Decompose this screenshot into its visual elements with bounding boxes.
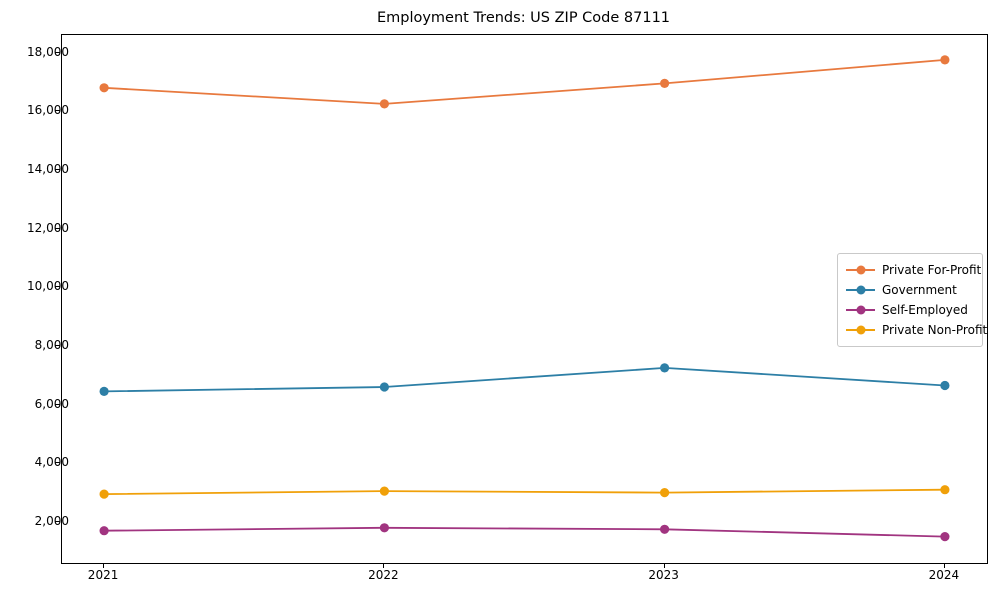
legend-line-marker-icon xyxy=(846,285,875,295)
x-tick-mark xyxy=(103,563,105,568)
series-marker-government xyxy=(379,382,389,392)
y-tick-mark xyxy=(55,286,60,288)
series-marker-private-for-profit xyxy=(940,55,950,65)
legend-item-self-employed: Self-Employed xyxy=(846,300,974,320)
series-marker-self-employed xyxy=(379,523,389,533)
chart-title: Employment Trends: US ZIP Code 87111 xyxy=(376,10,671,26)
series-line-government xyxy=(104,366,945,393)
x-tick-label: 2023 xyxy=(648,568,679,582)
series-line-self-employed xyxy=(104,526,945,538)
y-tick-mark xyxy=(55,520,60,522)
legend-line-marker-icon xyxy=(846,325,875,335)
y-tick-label: 6,000 xyxy=(34,396,69,411)
legend-item-label: Private Non-Profit xyxy=(882,323,988,337)
series-line-private-for-profit xyxy=(104,59,945,105)
series-line-private-non-profit xyxy=(104,488,945,495)
y-tick-label: 8,000 xyxy=(34,337,69,352)
y-tick-label: 10,000 xyxy=(27,279,69,294)
legend-line-marker-icon xyxy=(846,305,875,315)
legend-item-government: Government xyxy=(846,280,974,300)
y-tick-label: 14,000 xyxy=(27,161,69,176)
legend: Private For-Profit Government Self-Employe… xyxy=(837,253,987,347)
y-tick-label: 18,000 xyxy=(27,44,69,59)
x-tick-mark xyxy=(383,563,385,568)
series-marker-private-non-profit xyxy=(940,485,950,495)
y-tick-mark xyxy=(55,462,60,464)
y-tick-mark xyxy=(55,403,60,405)
series-marker-private-non-profit xyxy=(379,486,389,496)
legend-item-label: Private For-Profit xyxy=(882,263,982,277)
y-tick-mark xyxy=(55,110,60,112)
series-marker-government xyxy=(940,380,950,391)
x-tick-label: 2021 xyxy=(87,568,119,582)
legend-item-private-for-profit: Private For-Profit xyxy=(846,260,981,280)
y-tick-label: 4,000 xyxy=(34,455,69,470)
series-marker-private-for-profit xyxy=(379,99,389,109)
y-tick-mark xyxy=(55,51,60,53)
series-marker-private-for-profit xyxy=(660,78,670,88)
series-marker-private-for-profit xyxy=(99,83,109,93)
y-tick-label: 12,000 xyxy=(27,220,69,235)
x-tick-mark xyxy=(943,563,945,568)
x-tick-label: 2022 xyxy=(368,568,399,582)
series-marker-government xyxy=(99,386,109,396)
series-marker-self-employed xyxy=(660,524,670,534)
y-tick-mark xyxy=(55,168,60,170)
legend-item-private-non-profit: Private Non-Profit xyxy=(846,320,987,340)
y-tick-mark xyxy=(55,344,60,346)
series-marker-self-employed xyxy=(940,532,950,542)
series-marker-private-non-profit xyxy=(99,489,109,499)
y-tick-label: 2,000 xyxy=(34,513,69,528)
series-marker-private-non-profit xyxy=(660,488,670,498)
y-tick-mark xyxy=(55,227,60,229)
x-tick-label: 2024 xyxy=(928,568,960,582)
legend-line-marker-icon xyxy=(846,265,875,275)
y-tick-label: 16,000 xyxy=(27,103,69,118)
chart-svg xyxy=(99,55,950,542)
x-tick-mark xyxy=(663,563,665,568)
series-marker-government xyxy=(660,363,670,373)
plot-area xyxy=(61,34,988,564)
legend-item-label: Self-Employed xyxy=(882,303,968,317)
series-marker-self-employed xyxy=(99,526,109,536)
legend-item-label: Government xyxy=(882,283,957,297)
